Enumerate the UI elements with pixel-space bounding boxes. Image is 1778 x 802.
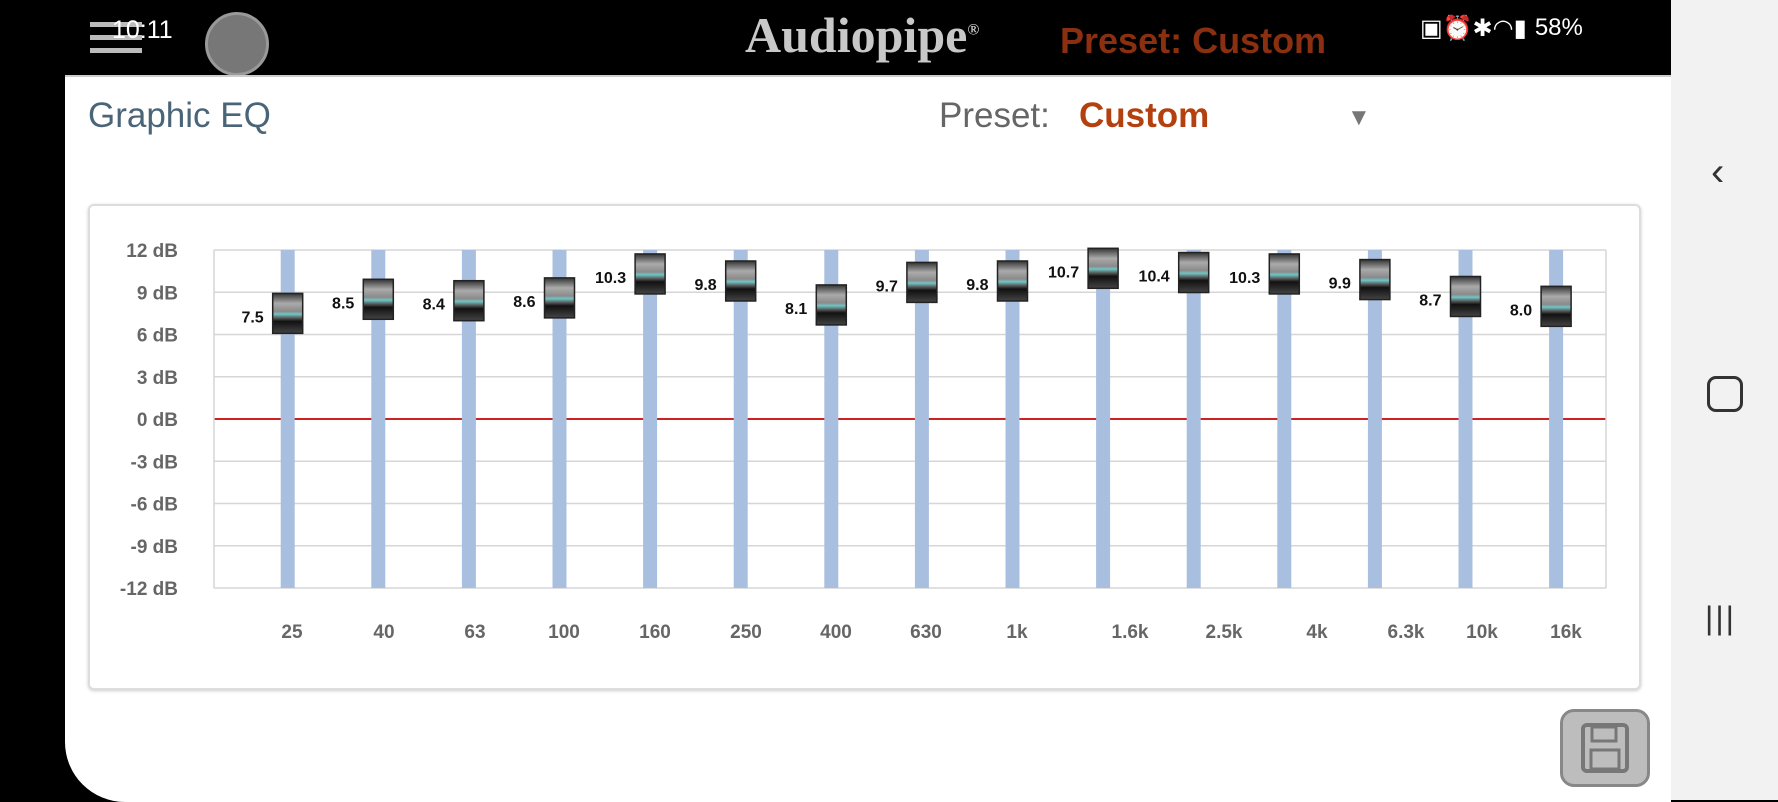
y-tick-label: 3 dB [137,368,178,389]
slider-knob-40[interactable] [362,278,395,321]
value-label: 8.4 [423,297,445,314]
slider-track-1k[interactable] [1005,250,1020,588]
x-tick-label: 1.6k [1112,622,1149,643]
slider-knob-63[interactable] [453,279,485,322]
slider-track-2.5k[interactable] [1186,250,1201,588]
eq-chart-card: 12 dB 9 dB 6 dB 3 dB 0 dB -3 dB -6 dB -9 dB -12 … [88,204,1641,690]
slider-track-40[interactable] [371,250,386,588]
status-icons: ▣⏰✱◠▮ [1420,15,1527,42]
y-tick-label: 12 dB [126,241,178,262]
x-tick-label: 1k [1006,622,1028,643]
slider-knob-10k[interactable] [1449,275,1482,318]
y-tick-label: -6 dB [131,495,179,516]
value-label: 10.3 [595,270,626,287]
value-label: 9.9 [1329,276,1351,293]
app-logo-icon [205,12,269,76]
x-tick-label: 250 [730,622,762,643]
value-label: 8.5 [332,295,354,312]
value-label: 10.7 [1048,264,1079,281]
x-tick-label: 10k [1466,622,1498,643]
slider-knob-1k[interactable] [996,260,1029,302]
slider-track-16k[interactable] [1549,250,1564,588]
value-label: 8.7 [1419,292,1441,309]
x-tick-label: 2.5k [1206,622,1243,643]
floppy-disk-icon [1581,723,1629,773]
android-nav-bar: ‹ ||| [1671,0,1778,800]
x-tick-label: 4k [1306,622,1328,643]
back-icon[interactable]: ‹ [1711,150,1725,194]
y-tick-label: -12 dB [120,579,178,600]
slider-knob-160[interactable] [634,253,666,295]
value-label: 8.1 [785,301,807,318]
x-tick-label: 25 [281,622,303,643]
x-tick-label: 40 [373,622,394,643]
slider-track-6.3k[interactable] [1367,250,1382,588]
y-tick-label: -9 dB [131,537,179,558]
slider-track-160[interactable] [643,250,658,588]
battery-level: 58% [1534,14,1583,41]
slider-knob-6.3k[interactable] [1359,258,1391,301]
value-label: 9.8 [694,277,716,294]
slider-track-630[interactable] [914,250,929,588]
triangle-down-icon[interactable]: ▼ [1347,104,1371,131]
x-tick-label: 100 [548,622,580,643]
hamburger-menu-icon[interactable] [90,22,142,61]
x-tick-label: 63 [464,622,485,643]
status-bar: 10:11 Audiopipe® Preset: Custom ▣⏰✱◠▮ 58… [0,0,1671,76]
y-tick-label: 6 dB [137,326,178,347]
slider-knob-4k[interactable] [1268,253,1301,295]
value-label: 8.6 [513,294,535,311]
x-tick-label: 400 [820,622,852,643]
x-tick-label: 16k [1550,622,1582,643]
slider-track-1.6k[interactable] [1096,250,1111,588]
slider-track-400[interactable] [824,250,839,588]
audiopipe-logo: Audiopipe® [745,7,980,63]
slider-knob-250[interactable] [724,260,757,302]
x-tick-label: 630 [910,622,942,643]
eq-chart: 12 dB 9 dB 6 dB 3 dB 0 dB -3 dB -6 dB -9 dB -12 … [120,241,1607,643]
value-label: 7.5 [241,309,263,326]
slider-knob-1.6k[interactable] [1087,247,1119,290]
slider-knob-630[interactable] [906,261,938,304]
save-button[interactable] [1560,709,1650,787]
slider-knob-25[interactable] [271,292,304,335]
x-tick-label: 6.3k [1388,622,1425,643]
home-icon[interactable] [1707,376,1743,412]
preset-label: Preset: [939,96,1050,135]
value-label: 9.8 [966,277,988,294]
slider-track-10k[interactable] [1458,250,1473,588]
slider-track-63[interactable] [461,250,476,588]
slider-track-25[interactable] [280,250,295,588]
system-icons: ▣⏰✱◠▮ 58% [1420,14,1583,43]
slider-knob-400[interactable] [815,284,848,326]
preset-dropdown[interactable]: Custom [1079,96,1210,135]
status-time: 10:11 [112,16,173,44]
slider-knob-2.5k[interactable] [1177,251,1210,294]
slider-track-4k[interactable] [1277,250,1292,588]
slider-knob-16k[interactable] [1540,285,1572,328]
slider-track-100[interactable] [552,250,567,588]
y-tick-label: -3 dB [131,452,179,473]
page-title: Graphic EQ [88,96,271,135]
value-label: 8.0 [1510,302,1532,319]
slider-track-250[interactable] [733,250,748,588]
y-tick-label: 9 dB [137,283,178,304]
value-label: 10.3 [1229,270,1260,287]
recents-icon[interactable]: ||| [1705,600,1736,636]
header-preset: Preset: Custom [1060,20,1327,61]
value-label: 9.7 [876,278,898,295]
slider-knob-100[interactable] [543,277,576,319]
value-label: 10.4 [1139,269,1170,286]
y-tick-label: 0 dB [137,410,178,431]
x-tick-label: 160 [639,622,671,643]
